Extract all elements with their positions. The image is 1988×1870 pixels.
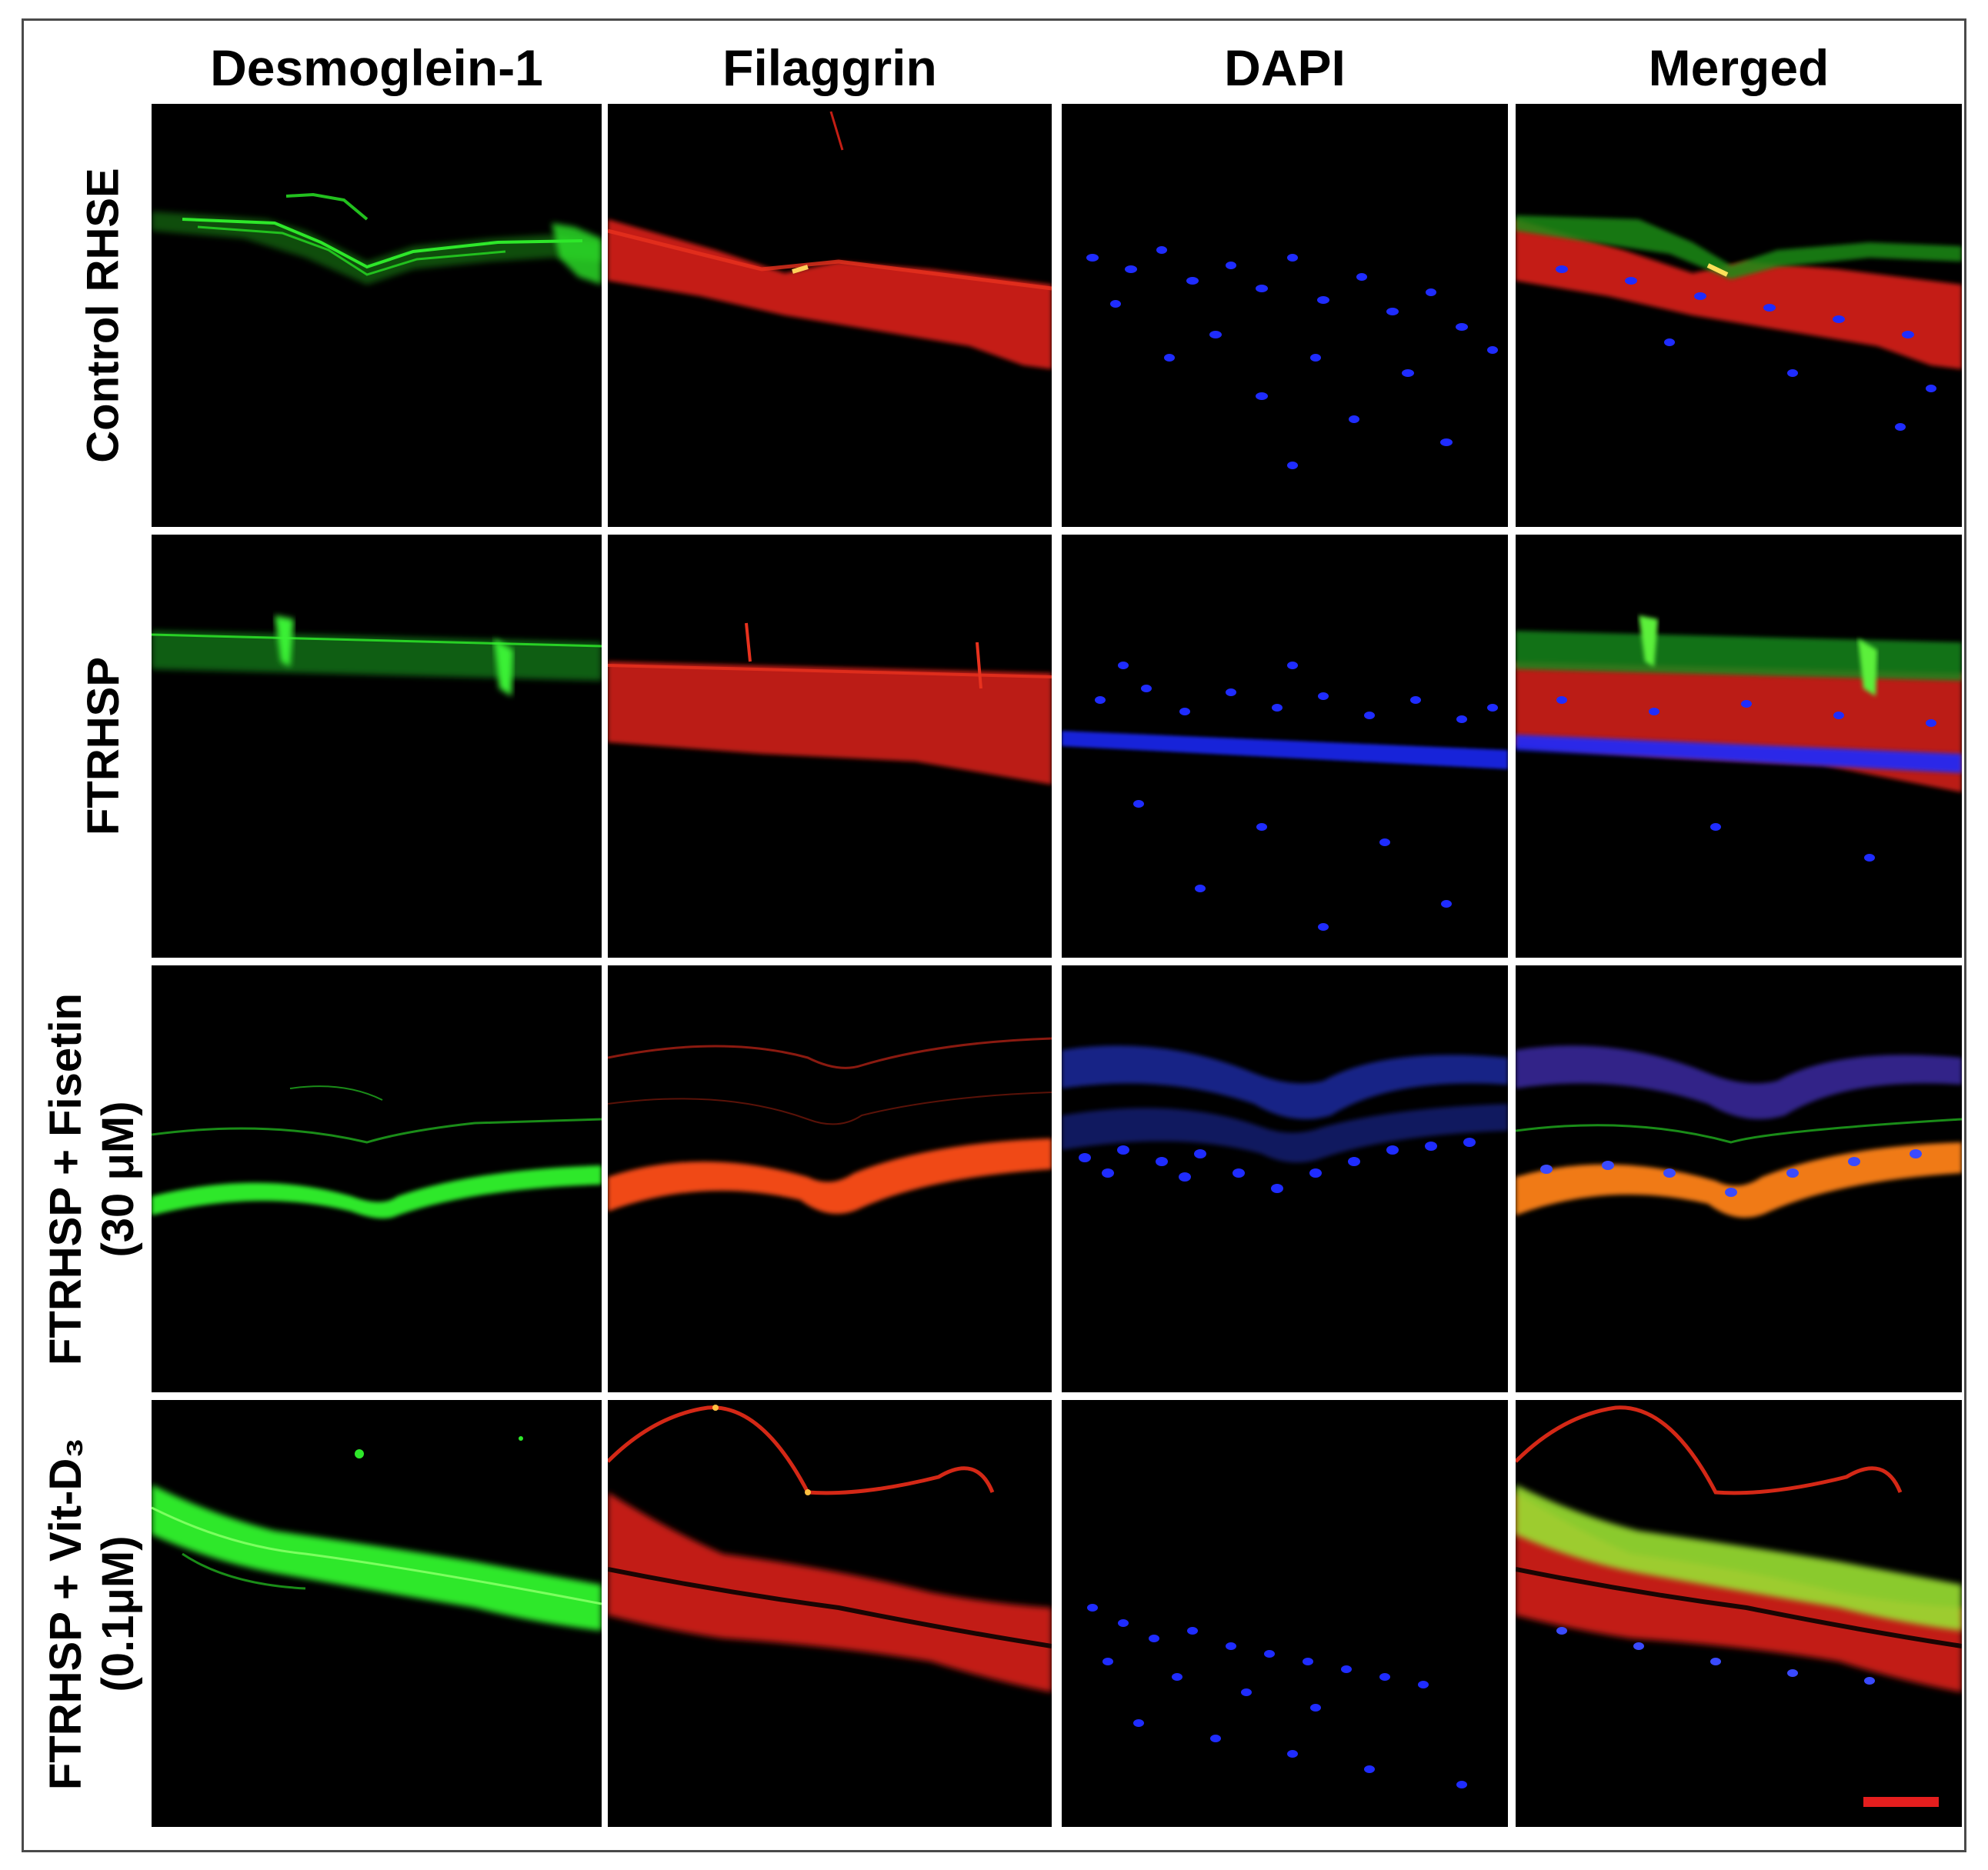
row-label-line: FTRHSP + Vit-D₃ — [41, 1437, 92, 1790]
column-header-filaggrin: Filaggrin — [722, 39, 937, 96]
panel-fisetin-desmoglein — [152, 965, 602, 1392]
panel-fisetin-merged — [1516, 965, 1962, 1392]
row-label-ftrhsp: FTRHSP — [62, 535, 146, 958]
scale-bar — [1863, 1797, 1939, 1807]
column-header-dapi: DAPI — [1224, 39, 1346, 96]
panel-vitd3-desmoglein — [152, 1400, 602, 1827]
panel-fisetin-dapi — [1062, 965, 1508, 1392]
panel-control-filaggrin — [608, 104, 1052, 527]
panel-vitd3-filaggrin — [608, 1400, 1052, 1827]
column-header-merged: Merged — [1648, 39, 1830, 96]
row-label-vitd3: FTRHSP + Vit-D₃ (0.1μM) — [31, 1400, 154, 1827]
row-label-line: (30 μM) — [93, 1100, 143, 1258]
panel-control-desmoglein — [152, 104, 602, 527]
panel-ftrhsp-desmoglein — [152, 535, 602, 958]
row-label-line: Control RHSE — [78, 168, 128, 463]
panel-ftrhsp-dapi — [1062, 535, 1508, 958]
panel-control-dapi — [1062, 104, 1508, 527]
row-label-control: Control RHSE — [62, 104, 146, 527]
panel-vitd3-dapi — [1062, 1400, 1508, 1827]
row-label-fisetin: FTRHSP + Fisetin (30 μM) — [31, 965, 154, 1392]
row-label-line: FTRHSP — [78, 657, 128, 835]
row-label-line: (0.1μM) — [93, 1535, 144, 1692]
panel-vitd3-merged — [1516, 1400, 1962, 1827]
row-label-line: FTRHSP + Fisetin — [41, 992, 91, 1365]
panel-ftrhsp-filaggrin — [608, 535, 1052, 958]
figure-frame — [22, 18, 1966, 1852]
panel-ftrhsp-merged — [1516, 535, 1962, 958]
panel-control-merged — [1516, 104, 1962, 527]
panel-fisetin-filaggrin — [608, 965, 1052, 1392]
column-header-desmoglein: Desmoglein-1 — [210, 39, 543, 96]
